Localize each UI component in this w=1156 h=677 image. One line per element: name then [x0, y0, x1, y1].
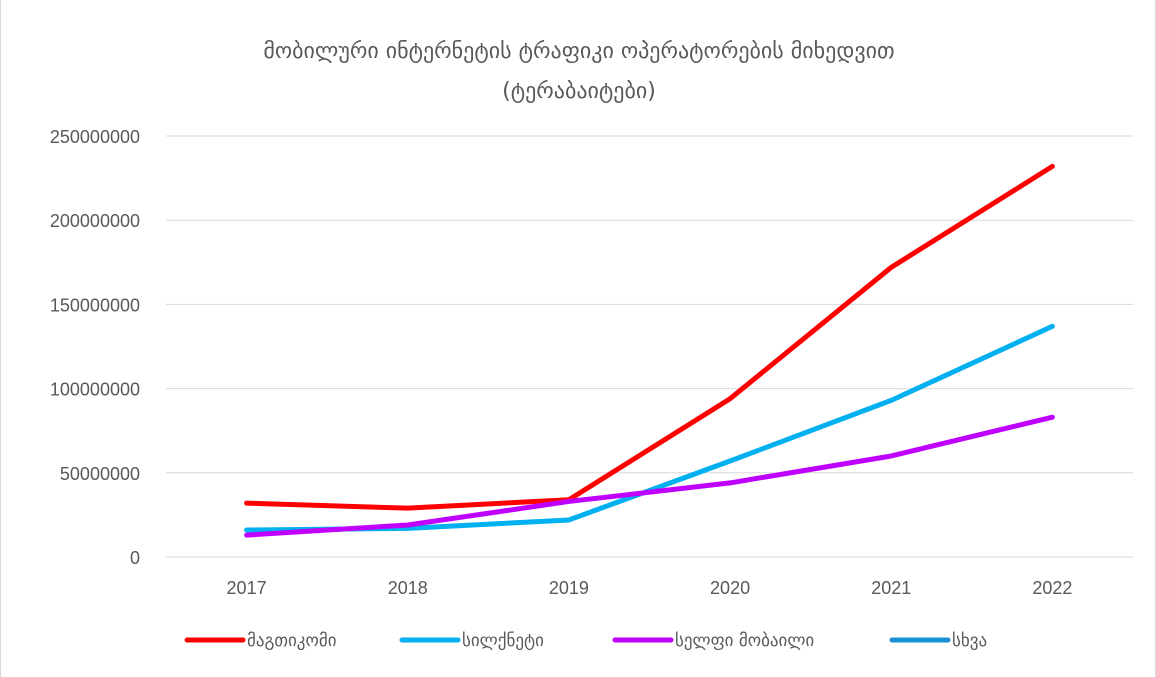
x-tick-label: 2019: [549, 578, 589, 598]
x-tick-label: 2018: [388, 578, 428, 598]
series-line-1: [244, 323, 1055, 533]
y-tick-label: 200000000: [50, 211, 140, 231]
legend-label-1: სილქნეტი: [462, 631, 544, 651]
y-tick-label: 100000000: [50, 380, 140, 400]
chart-title-line-1: მობილური ინტერნეტის ტრაფიკი ოპერატორების…: [263, 39, 894, 64]
y-tick-label: 0: [130, 548, 140, 568]
series-line-0: [244, 163, 1055, 511]
legend-label-2: სელფი მობაილი: [675, 631, 814, 651]
series-lines: [244, 163, 1055, 538]
legend-label-0: მაგთიკომი: [247, 631, 337, 651]
series-line-2: [244, 414, 1055, 538]
x-tick-label: 2022: [1032, 578, 1072, 598]
x-tick-label: 2021: [871, 578, 911, 598]
y-axis-tick-labels: 0 50000000 100000000 150000000 200000000 2500…: [50, 127, 140, 568]
legend-label-3: სხვა: [952, 631, 987, 651]
y-tick-label: 250000000: [50, 127, 140, 147]
chart-title-line-2: (ტერაბაიტები): [502, 79, 656, 104]
x-axis-tick-labels: 2017 2018 2019 2020 2021 2022: [227, 578, 1073, 598]
legend: მაგთიკომი სილქნეტი სელფი მობაილი სხვა: [184, 631, 987, 651]
gridlines: [166, 135, 1133, 558]
y-tick-label: 50000000: [60, 464, 140, 484]
y-tick-label: 150000000: [50, 295, 140, 315]
x-tick-label: 2020: [710, 578, 750, 598]
x-tick-label: 2017: [227, 578, 267, 598]
